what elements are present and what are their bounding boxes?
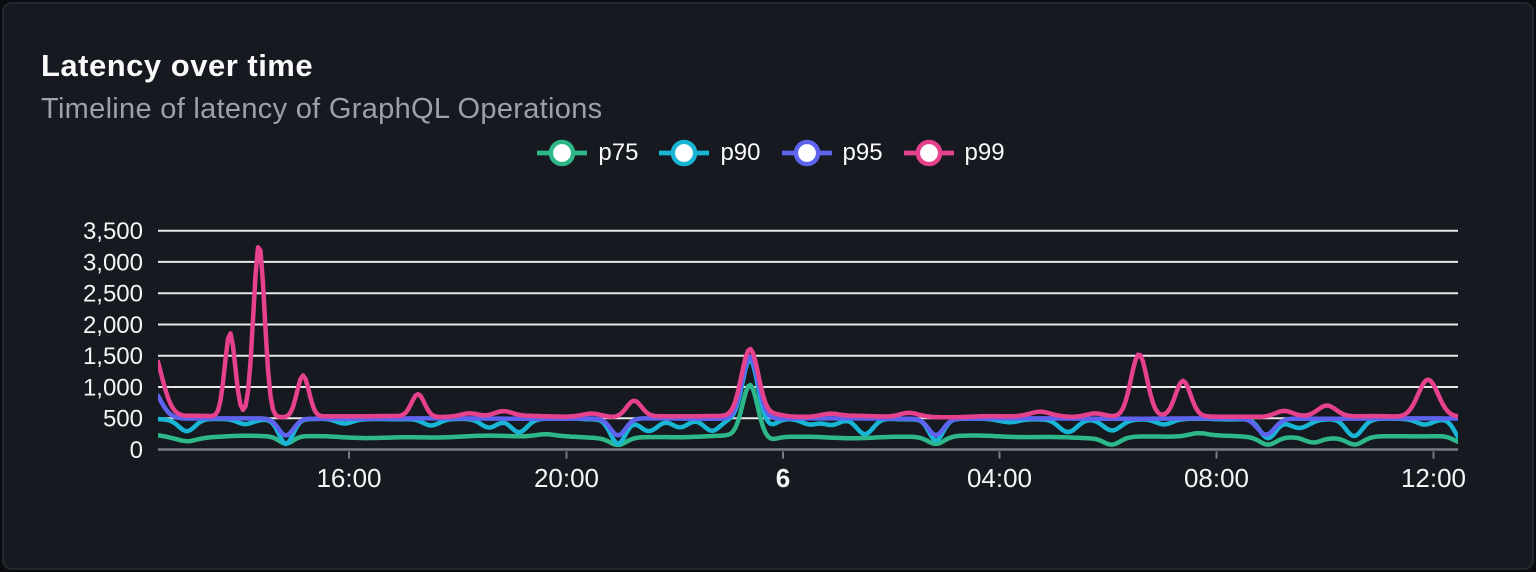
svg-text:2,000: 2,000 xyxy=(83,312,143,339)
svg-text:500: 500 xyxy=(103,406,143,433)
svg-text:0: 0 xyxy=(130,437,143,464)
svg-text:08:00: 08:00 xyxy=(1184,463,1249,493)
svg-text:04:00: 04:00 xyxy=(967,463,1032,493)
svg-text:1,500: 1,500 xyxy=(83,343,143,370)
svg-text:12:00: 12:00 xyxy=(1401,463,1466,493)
svg-text:20:00: 20:00 xyxy=(534,463,599,493)
svg-text:3,500: 3,500 xyxy=(83,218,143,245)
svg-text:6: 6 xyxy=(776,463,790,493)
svg-text:3,000: 3,000 xyxy=(83,249,143,276)
svg-text:2,500: 2,500 xyxy=(83,281,143,308)
svg-text:1,000: 1,000 xyxy=(83,375,143,402)
svg-text:16:00: 16:00 xyxy=(316,463,381,493)
